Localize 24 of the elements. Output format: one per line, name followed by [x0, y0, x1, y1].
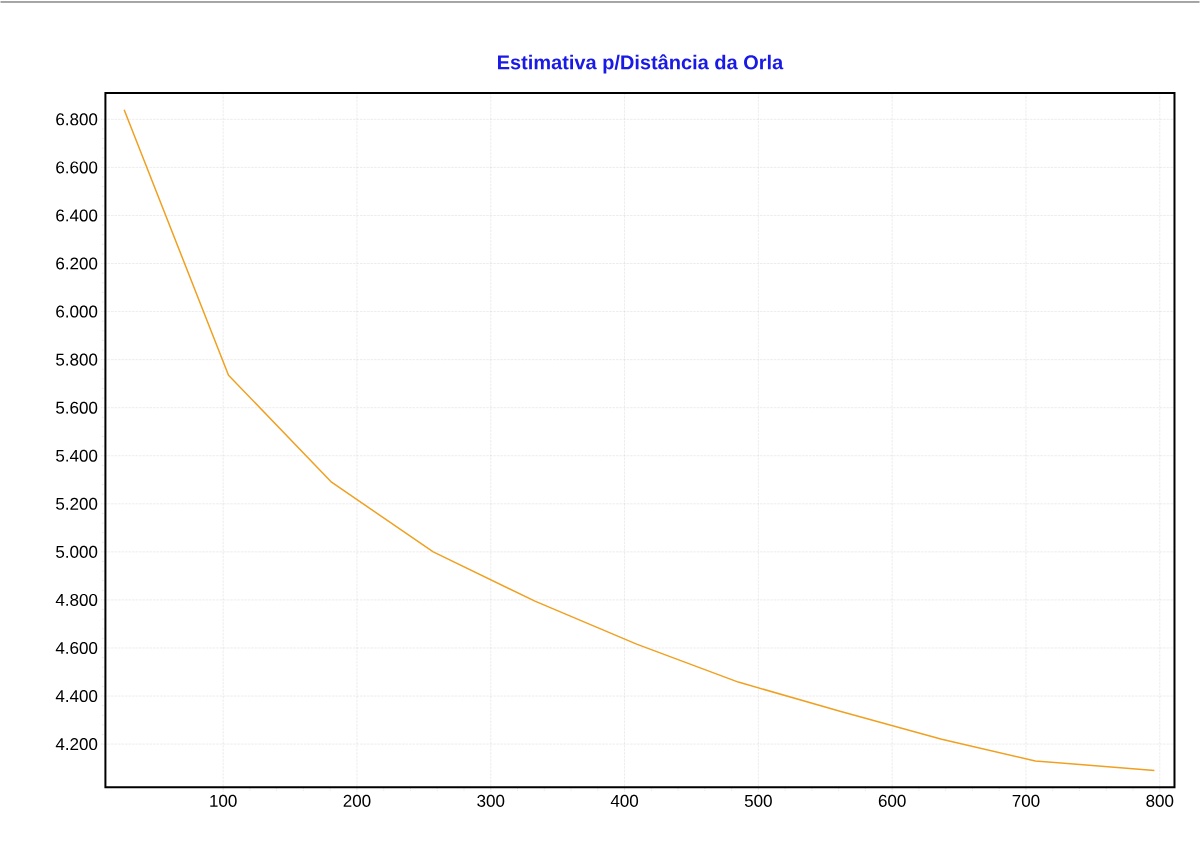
y-tick-label: 6.400	[56, 209, 98, 222]
line-series	[123, 108, 1156, 772]
y-tick-label: 5.200	[56, 497, 98, 510]
y-tick-label: 6.600	[56, 161, 98, 174]
x-tick-label: 400	[610, 794, 639, 807]
x-tick-label: 700	[1012, 794, 1040, 807]
x-tick-label: 800	[1146, 794, 1174, 807]
y-tick-label: 6.200	[56, 257, 98, 270]
y-tick-label: 5.600	[56, 401, 98, 414]
y-tick-label: 4.200	[55, 737, 98, 750]
x-tick-label: 500	[744, 794, 772, 807]
y-tick-label: 4.400	[55, 689, 98, 702]
y-tick-label: 5.800	[56, 353, 98, 366]
x-tick-label: 600	[878, 794, 906, 807]
y-tick-label: 4.800	[55, 593, 98, 606]
x-tick-label: 300	[477, 794, 505, 807]
y-tick-label: 6.000	[56, 305, 98, 318]
chart-title: Estimativa p/Distância da Orla	[498, 54, 784, 74]
y-tick-label: 6.800	[56, 113, 98, 126]
y-tick-label: 5.400	[56, 449, 98, 462]
x-tick-label: 100	[210, 794, 237, 807]
x-tick-label: 200	[343, 794, 371, 807]
y-tick-label: 4.600	[55, 641, 98, 654]
y-tick-label: 5.000	[56, 545, 98, 558]
